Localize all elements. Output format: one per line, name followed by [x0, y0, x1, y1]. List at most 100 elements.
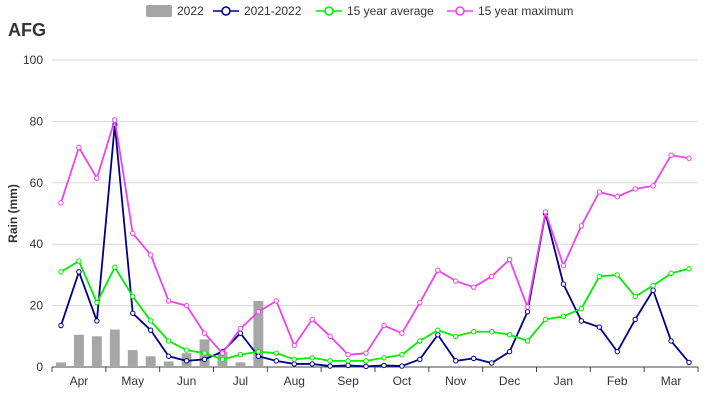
series-point	[399, 330, 405, 336]
series-point	[183, 302, 190, 309]
series-point	[686, 155, 692, 161]
series-point	[668, 338, 674, 344]
x-tick-label: Mar	[661, 374, 682, 388]
series-point	[614, 272, 620, 278]
y-tick-label: 60	[30, 176, 44, 190]
series-point	[147, 318, 154, 324]
legend-item-2021-2022[interactable]: 2021-2022	[213, 3, 313, 21]
series-point	[363, 350, 369, 356]
x-tick-label: Jun	[177, 374, 196, 388]
series-point	[165, 353, 172, 359]
legend-label-15-year-maximum: 15 year maximum	[478, 4, 574, 18]
series-point	[506, 332, 513, 338]
series-point	[201, 350, 208, 356]
series-point	[614, 193, 620, 200]
series-point	[435, 327, 441, 333]
series-point	[345, 362, 351, 369]
series-point	[345, 352, 351, 358]
x-tick-label: Feb	[607, 374, 628, 388]
x-tick-label: Nov	[445, 374, 466, 388]
series-point	[58, 322, 64, 329]
y-tick-label: 80	[30, 114, 44, 128]
series-point	[614, 348, 620, 355]
series-point	[542, 316, 549, 323]
x-tick-label: Sep	[337, 374, 359, 388]
series-point	[94, 175, 100, 181]
bar	[127, 350, 138, 367]
series-point	[381, 322, 387, 329]
bar	[73, 334, 84, 367]
series-point	[632, 316, 638, 323]
y-tick-label: 0	[36, 360, 43, 374]
legend-item-15-year-maximum[interactable]: 15 year maximum	[447, 3, 587, 21]
series-point	[363, 358, 369, 364]
series-point	[327, 363, 333, 369]
legend-swatch-marker	[455, 6, 465, 16]
series-point	[524, 309, 531, 315]
series-point	[417, 299, 423, 306]
series-point	[560, 262, 567, 269]
legend-swatch-bar-rect	[146, 5, 172, 17]
series-point	[363, 363, 369, 370]
legend: 2022 2021-2022 15 year average 15 year m…	[0, 3, 726, 21]
legend-swatch-line-2021-2022	[213, 6, 239, 16]
legend-label-2021-2022: 2021-2022	[244, 4, 302, 18]
series-point	[130, 293, 136, 300]
series-point	[219, 350, 226, 356]
bar	[109, 329, 120, 367]
series-point	[470, 284, 477, 290]
series-point	[650, 183, 656, 189]
series-point	[309, 355, 315, 361]
series-point	[309, 316, 315, 323]
legend-item-15-year-average[interactable]: 15 year average	[316, 3, 441, 21]
x-tick-label: Oct	[393, 374, 412, 388]
series-line	[60, 118, 690, 356]
series-point	[273, 298, 280, 304]
bar	[91, 336, 102, 367]
y-axis-label: Rain (mm)	[6, 184, 20, 243]
series-point	[686, 266, 692, 272]
series-point	[130, 310, 136, 316]
series-point	[201, 356, 208, 363]
series-point	[381, 362, 387, 369]
series-point	[506, 256, 513, 263]
x-tick-label: Jan	[554, 374, 573, 388]
series-point	[58, 200, 64, 206]
x-tick-label: Aug	[284, 374, 305, 388]
legend-swatch-marker	[221, 6, 231, 16]
series-point	[237, 325, 244, 332]
series-point	[255, 353, 262, 359]
series-point	[470, 328, 477, 335]
series-point	[345, 358, 351, 364]
series-point	[255, 309, 262, 315]
series-point	[596, 273, 603, 280]
series-point	[76, 258, 82, 264]
series-point	[578, 305, 585, 312]
series-point	[112, 264, 118, 270]
series-point	[112, 117, 118, 123]
bar	[56, 362, 66, 367]
series-line	[60, 260, 690, 362]
series-point	[542, 209, 549, 215]
series-point	[147, 252, 154, 258]
series-point	[273, 358, 280, 364]
bar	[235, 362, 246, 367]
series-point	[596, 189, 603, 195]
series-point	[76, 269, 82, 275]
legend-label-2022: 2022	[177, 4, 204, 18]
series-point	[237, 352, 244, 358]
legend-swatch-marker	[324, 6, 334, 16]
series-point	[273, 350, 280, 356]
series-point	[435, 267, 441, 273]
series-point	[596, 324, 603, 330]
legend-item-2022[interactable]: 2022	[146, 3, 208, 21]
series-point	[417, 338, 423, 344]
series-point	[686, 359, 692, 366]
series-point	[183, 347, 190, 353]
y-tick-label: 20	[30, 299, 44, 313]
bar	[145, 356, 156, 367]
series-point	[470, 355, 477, 362]
series-point	[381, 355, 387, 361]
series-point	[578, 223, 585, 229]
